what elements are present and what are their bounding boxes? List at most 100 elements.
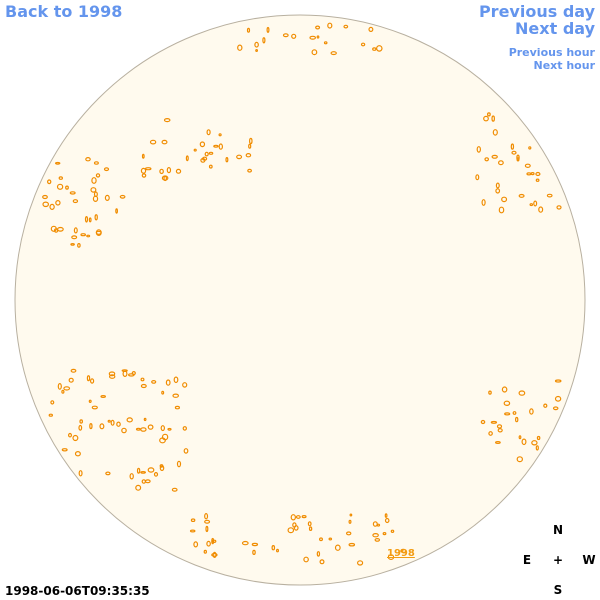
previous-hour-link[interactable]: Previous hour [509, 46, 596, 59]
contour [368, 26, 374, 32]
contour [384, 517, 390, 524]
contour [254, 41, 259, 48]
contour [476, 146, 481, 153]
contour [206, 129, 211, 136]
compass-center: + [553, 553, 563, 567]
contour [301, 514, 307, 519]
contour [287, 527, 295, 534]
contour [56, 183, 64, 190]
contour [208, 151, 214, 155]
contour [175, 168, 182, 174]
contour [487, 112, 491, 117]
contour [79, 419, 84, 424]
next-day-link[interactable]: Next day [515, 19, 596, 38]
contour [515, 416, 519, 423]
contour [173, 376, 179, 384]
contour [330, 51, 337, 56]
contour [165, 379, 171, 386]
contour [295, 515, 301, 519]
contour [211, 537, 215, 545]
back-link[interactable]: Back to 1998 [5, 2, 122, 21]
contour [218, 143, 223, 150]
next-hour-link[interactable]: Next hour [534, 59, 596, 72]
contour [535, 445, 539, 451]
contour [328, 537, 333, 541]
contour [174, 405, 180, 410]
contour [172, 393, 180, 398]
contour [204, 519, 211, 524]
contour [246, 27, 251, 33]
contour [95, 173, 101, 178]
contour [78, 470, 83, 477]
contour [171, 487, 178, 492]
contour [241, 540, 249, 546]
contour [536, 435, 541, 441]
contour [400, 548, 407, 554]
contour [282, 33, 289, 38]
contour [193, 541, 199, 548]
contour [61, 448, 68, 452]
contour [529, 203, 534, 207]
contour [55, 200, 61, 206]
contour [140, 167, 147, 174]
previous-day-link[interactable]: Previous day [479, 2, 596, 21]
contour [108, 374, 116, 379]
contour [213, 144, 219, 148]
contour [503, 400, 511, 406]
contour [311, 49, 318, 56]
contour [90, 187, 97, 193]
contour [276, 548, 280, 553]
contour [95, 229, 102, 237]
contour [475, 174, 480, 181]
contour [200, 157, 206, 163]
contour [334, 544, 341, 551]
contour [309, 35, 317, 40]
contour [307, 521, 312, 527]
contour [55, 161, 61, 165]
contour [100, 395, 107, 399]
contour [141, 153, 145, 159]
contour [50, 400, 55, 405]
contour [115, 208, 118, 214]
contour [163, 175, 168, 182]
contour [72, 434, 79, 442]
contour [183, 448, 189, 454]
contour [498, 160, 504, 166]
contour [49, 203, 55, 210]
contour [193, 148, 197, 152]
contour [374, 538, 381, 542]
contour [535, 171, 541, 177]
contour [546, 193, 553, 198]
contour [108, 371, 116, 377]
contour [176, 460, 182, 468]
contour [42, 194, 48, 200]
contour [42, 201, 50, 208]
contour [483, 115, 489, 122]
contour [80, 233, 87, 237]
contour [349, 513, 353, 517]
contour [86, 234, 91, 238]
contour [316, 551, 321, 557]
contour [121, 427, 127, 434]
contour [481, 199, 486, 206]
contour [147, 467, 155, 473]
contour [160, 425, 165, 432]
contours [42, 22, 562, 566]
contour [501, 196, 508, 203]
contour [143, 417, 147, 422]
contour [131, 371, 136, 376]
contour [166, 167, 172, 174]
contour [376, 523, 381, 527]
contour [556, 205, 562, 210]
contour [85, 156, 91, 162]
contour [163, 117, 171, 123]
disk-year-link[interactable]: 1998 [387, 548, 415, 559]
contour [390, 529, 395, 534]
contour [205, 525, 209, 533]
contour [99, 423, 105, 430]
contour [107, 419, 111, 423]
contour [531, 440, 538, 446]
contour [510, 143, 515, 150]
contour [524, 163, 531, 168]
